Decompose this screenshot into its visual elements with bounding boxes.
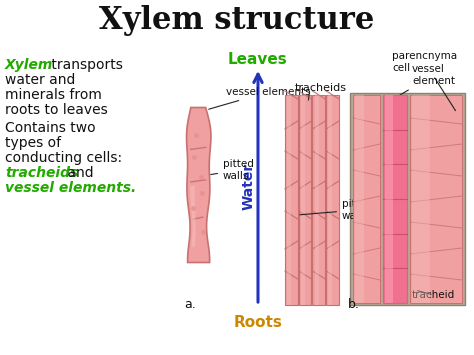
Bar	[355, 95, 365, 303]
Text: types of: types of	[5, 136, 61, 150]
Text: roots to leaves: roots to leaves	[5, 103, 108, 117]
Bar	[299, 95, 311, 305]
Text: b.: b.	[348, 298, 360, 311]
Bar	[412, 95, 430, 303]
Bar	[350, 93, 465, 305]
Text: Leaves: Leaves	[228, 52, 288, 67]
Polygon shape	[190, 186, 196, 247]
Bar	[301, 95, 305, 305]
Text: a.: a.	[184, 298, 196, 311]
Bar	[285, 95, 298, 305]
Text: vessel
element: vessel element	[397, 64, 455, 97]
Bar	[383, 95, 407, 303]
Text: water and: water and	[5, 73, 75, 87]
Text: vessel elements: vessel elements	[209, 87, 310, 109]
Text: tracheids: tracheids	[295, 83, 347, 93]
Bar	[287, 95, 291, 305]
Bar	[353, 95, 380, 303]
Text: pitted
walls: pitted walls	[300, 199, 373, 221]
Text: Xylem: Xylem	[5, 58, 54, 72]
Text: conducting cells:: conducting cells:	[5, 151, 122, 165]
Bar	[328, 95, 332, 305]
Text: transports: transports	[47, 58, 123, 72]
Bar	[315, 95, 319, 305]
Text: Contains two: Contains two	[5, 121, 96, 135]
Text: tracheid: tracheid	[412, 290, 455, 300]
Text: Xylem structure: Xylem structure	[100, 5, 374, 36]
Bar	[410, 95, 462, 303]
Text: Roots: Roots	[234, 315, 283, 330]
Text: parencnyma
cell: parencnyma cell	[392, 51, 457, 111]
Bar	[385, 95, 393, 303]
Text: Water: Water	[242, 162, 256, 209]
Bar	[312, 95, 325, 305]
Text: pitted
walls: pitted walls	[211, 159, 254, 181]
Polygon shape	[187, 108, 211, 262]
Text: and: and	[63, 166, 94, 180]
Bar	[326, 95, 339, 305]
Text: minerals from: minerals from	[5, 88, 102, 102]
Text: tracheids: tracheids	[5, 166, 78, 180]
Text: vessel elements.: vessel elements.	[5, 181, 136, 195]
